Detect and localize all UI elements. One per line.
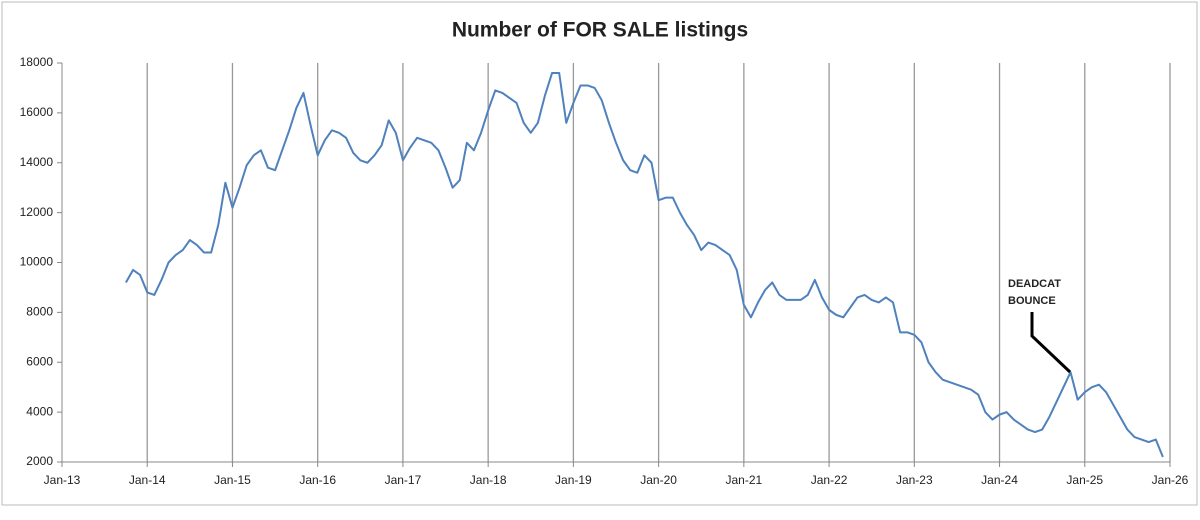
x-tick-label: Jan-17 (385, 473, 422, 487)
y-tick-label: 2000 (26, 454, 53, 468)
annotation: DEADCAT BOUNCE (1008, 278, 1072, 374)
y-tick-label: 16000 (20, 105, 54, 119)
y-tick-label: 18000 (20, 55, 54, 69)
y-tick-label: 6000 (26, 354, 53, 368)
chart-border (1, 1, 1198, 506)
y-tick-label: 14000 (20, 155, 54, 169)
annotation-text: DEADCAT (1008, 278, 1061, 290)
y-tick-label: 10000 (20, 255, 54, 269)
y-tick-label: 12000 (20, 205, 54, 219)
x-tick-label: Jan-21 (725, 473, 762, 487)
x-tick-label: Jan-18 (470, 473, 507, 487)
x-tick-label: Jan-15 (214, 473, 251, 487)
x-tick-label: Jan-24 (981, 473, 1018, 487)
x-tick-label: Jan-22 (811, 473, 848, 487)
x-tick-label: Jan-25 (1066, 473, 1103, 487)
x-tick-label: Jan-26 (1152, 473, 1189, 487)
chart-title: Number of FOR SALE listings (452, 19, 748, 42)
x-tick-label: Jan-20 (640, 473, 677, 487)
x-tick-label: Jan-14 (129, 473, 166, 487)
x-tick-label: Jan-13 (44, 473, 81, 487)
x-tick-label: Jan-16 (299, 473, 336, 487)
x-tick-label: Jan-23 (896, 473, 933, 487)
annotation-text: BOUNCE (1008, 295, 1056, 307)
y-tick-label: 4000 (26, 404, 53, 418)
annotation-arrow (1030, 312, 1072, 374)
y-tick-label: 8000 (26, 305, 53, 319)
line-series (125, 71, 1164, 458)
x-tick-label: Jan-19 (555, 473, 592, 487)
